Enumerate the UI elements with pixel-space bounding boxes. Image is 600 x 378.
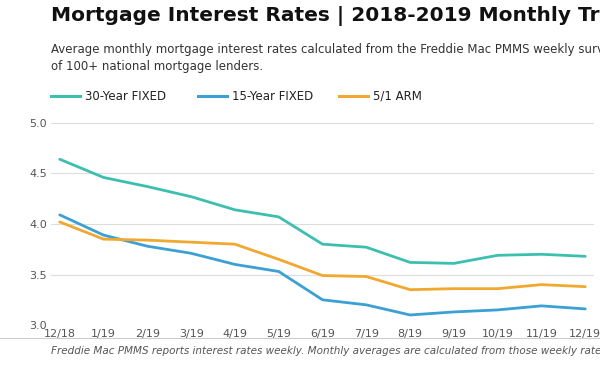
Text: Freddie Mac PMMS reports interest rates weekly. Monthly averages are calculated : Freddie Mac PMMS reports interest rates … [51, 346, 600, 356]
Text: Mortgage Interest Rates | 2018-2019 Monthly Trends: Mortgage Interest Rates | 2018-2019 Mont… [51, 6, 600, 26]
Text: 30-Year FIXED: 30-Year FIXED [85, 90, 166, 103]
Text: Average monthly mortgage interest rates calculated from the Freddie Mac PMMS wee: Average monthly mortgage interest rates … [51, 43, 600, 73]
Text: 5/1 ARM: 5/1 ARM [373, 90, 421, 103]
Text: 15-Year FIXED: 15-Year FIXED [232, 90, 313, 103]
